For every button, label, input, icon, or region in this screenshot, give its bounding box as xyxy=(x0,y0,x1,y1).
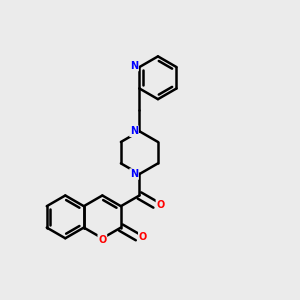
Text: O: O xyxy=(156,200,165,210)
Text: N: N xyxy=(130,61,138,70)
Text: N: N xyxy=(130,169,138,179)
Text: O: O xyxy=(98,235,106,245)
Text: O: O xyxy=(139,232,147,242)
Text: N: N xyxy=(130,126,138,136)
